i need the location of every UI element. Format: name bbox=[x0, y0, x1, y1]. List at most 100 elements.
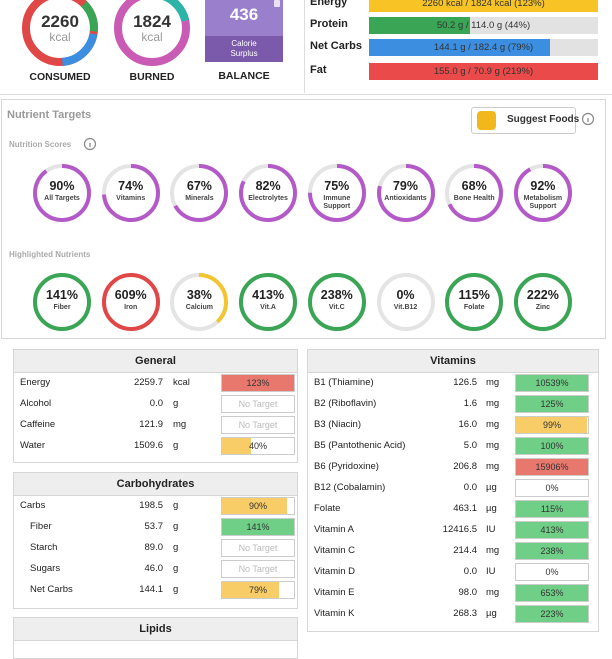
suggest-foods-button[interactable] bbox=[471, 107, 576, 134]
score-ring bbox=[307, 164, 366, 222]
ring-value: 1824 bbox=[133, 12, 171, 31]
row-amount: 126.5 bbox=[453, 377, 477, 388]
ring-arc bbox=[307, 164, 366, 222]
ring-label: Zinc bbox=[535, 304, 551, 311]
divider bbox=[304, 0, 305, 93]
target-label: 79% bbox=[248, 585, 267, 595]
macro-fill bbox=[369, 17, 470, 34]
macro-name: Fat bbox=[310, 64, 327, 76]
row-name: B6 (Pyridoxine) bbox=[314, 461, 379, 472]
balance-value: 436 bbox=[229, 5, 259, 24]
section-title: Highlighted Nutrients bbox=[9, 250, 91, 259]
target-label: 141% bbox=[246, 522, 270, 532]
ring-value: 68% bbox=[461, 179, 487, 193]
ring-arc bbox=[513, 273, 572, 331]
row-amount: 198.5 bbox=[139, 500, 163, 511]
ring-value: 90% bbox=[49, 179, 75, 193]
nutrient-table: Lipids bbox=[13, 617, 298, 659]
target-fill bbox=[516, 522, 588, 538]
ring-segment bbox=[114, 0, 190, 66]
target-bar: 0% bbox=[515, 479, 589, 497]
row-amount: 206.8 bbox=[453, 461, 477, 472]
target-fill bbox=[516, 543, 588, 559]
row-unit: mg bbox=[486, 398, 500, 409]
row-name: Vitamin E bbox=[314, 587, 355, 598]
ring-segment bbox=[22, 0, 98, 66]
row-amount: 5.0 bbox=[463, 440, 477, 451]
target-label: 238% bbox=[540, 546, 564, 556]
info-icon[interactable] bbox=[83, 137, 97, 151]
row-amount: 463.1 bbox=[453, 503, 477, 514]
row-unit: g bbox=[173, 398, 179, 409]
row-unit: mg bbox=[173, 419, 187, 430]
target-fill bbox=[516, 606, 588, 622]
consumed-ring bbox=[21, 0, 98, 66]
score-ring bbox=[101, 164, 160, 222]
score-ring bbox=[33, 164, 91, 222]
row-unit: kcal bbox=[173, 377, 190, 388]
ring-label: All Targets bbox=[44, 195, 80, 202]
target-label: 99% bbox=[542, 420, 561, 430]
divider bbox=[0, 94, 612, 95]
target-bar: 123% bbox=[221, 374, 295, 392]
ring-label: Antioxidants bbox=[384, 195, 427, 202]
ring-caption: BURNED bbox=[129, 71, 175, 83]
row-unit: µg bbox=[486, 503, 497, 514]
row-unit: mg bbox=[486, 419, 500, 430]
row-name: Net Carbs bbox=[30, 584, 73, 595]
target-fill bbox=[516, 375, 588, 391]
row-name: Starch bbox=[30, 542, 58, 553]
ring-label: Electrolytes bbox=[248, 195, 288, 202]
ring-arc bbox=[445, 164, 504, 222]
row-name: Vitamin C bbox=[314, 545, 356, 556]
info-icon[interactable] bbox=[581, 112, 595, 126]
score-ring bbox=[239, 164, 298, 222]
target-label: 125% bbox=[540, 399, 564, 409]
target-bar: 141% bbox=[221, 518, 295, 536]
score-ring bbox=[376, 273, 435, 331]
target-label: 90% bbox=[248, 501, 267, 511]
row-unit: g bbox=[173, 521, 179, 532]
row-name: Alcohol bbox=[20, 398, 52, 409]
score-ring bbox=[445, 273, 504, 331]
nutrient-table: General Energy 2259.7 kcal 123% Alcohol 0.0 g No… bbox=[13, 349, 298, 463]
row-name: Vitamin A bbox=[314, 524, 354, 535]
target-label: 115% bbox=[540, 504, 564, 514]
target-label: No Target bbox=[238, 420, 278, 430]
macro-name: Protein bbox=[310, 18, 348, 30]
ring-value: 79% bbox=[392, 179, 419, 193]
target-bar: 413% bbox=[515, 521, 589, 539]
ring-unit: kcal bbox=[141, 30, 163, 44]
target-label: 223% bbox=[540, 609, 564, 619]
info-circle bbox=[581, 112, 595, 126]
ring-value: 115% bbox=[458, 288, 490, 302]
score-ring bbox=[33, 273, 91, 331]
button-label: Suggest Foods bbox=[507, 114, 580, 125]
ring-label: Fiber bbox=[53, 304, 71, 311]
table-title: Vitamins bbox=[308, 350, 598, 373]
balance-note-box: Calorie Surplus bbox=[205, 36, 283, 62]
ring-arc bbox=[33, 273, 91, 331]
button-icon bbox=[477, 111, 496, 130]
ring-arc bbox=[239, 164, 298, 222]
ring-label: Vit.C bbox=[328, 304, 345, 311]
macro-name: Energy bbox=[310, 0, 348, 8]
target-bar: 223% bbox=[515, 605, 589, 623]
row-amount: 2259.7 bbox=[133, 377, 163, 388]
target-bar: 115% bbox=[515, 500, 589, 518]
target-bar: 238% bbox=[515, 542, 589, 560]
row-name: B3 (Niacin) bbox=[314, 419, 361, 430]
balance-box: 436 Calorie Surplus bbox=[205, 0, 283, 62]
target-bar: 653% bbox=[515, 584, 589, 602]
ring-arc bbox=[376, 164, 435, 222]
table-title: Carbohydrates bbox=[14, 473, 297, 496]
row-name: Energy bbox=[20, 377, 51, 388]
row-unit: mg bbox=[486, 545, 500, 556]
ring-value: 74% bbox=[118, 179, 144, 193]
target-label: 123% bbox=[246, 378, 270, 388]
ring-value: 222% bbox=[526, 288, 559, 302]
row-unit: mg bbox=[486, 440, 500, 451]
ring-label: Bone Health bbox=[453, 195, 495, 202]
target-fill bbox=[516, 585, 588, 601]
row-name: Folate bbox=[314, 503, 341, 514]
